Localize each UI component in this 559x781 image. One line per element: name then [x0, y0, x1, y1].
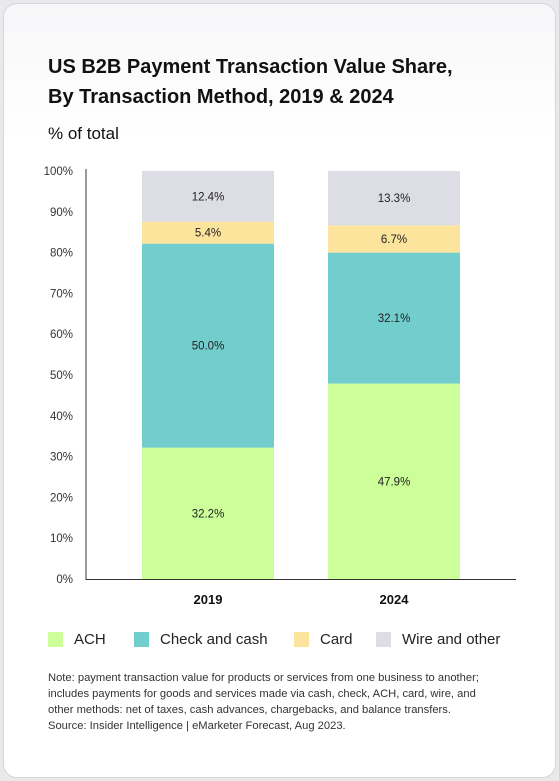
chart-card: US B2B Payment Transaction Value Share, …: [3, 3, 556, 778]
y-tick-label: 40%: [50, 411, 73, 423]
y-tick-label: 0%: [56, 574, 73, 586]
legend-swatch: [134, 631, 149, 647]
bar-segment: [328, 252, 460, 384]
legend-item: Wire and other: [376, 628, 500, 650]
data-label: 47.9%: [378, 476, 411, 488]
bar-segment: [328, 171, 460, 226]
bar-segment: [328, 225, 460, 253]
data-label: 50.0%: [192, 341, 225, 353]
chart-title-line-2: By Transaction Method, 2019 & 2024: [48, 86, 394, 108]
y-tick-label: 10%: [50, 533, 73, 545]
chart-note: Note: payment transaction value for prod…: [48, 670, 518, 734]
legend-swatch: [376, 631, 391, 647]
y-tick-label: 90%: [50, 207, 73, 219]
legend-item: ACH: [48, 628, 106, 650]
chart-title: US B2B Payment Transaction Value Share, …: [48, 52, 518, 112]
data-label: 12.4%: [192, 191, 225, 203]
x-tick-label: 2019: [194, 592, 223, 607]
data-label: 32.1%: [378, 313, 411, 325]
data-label: 6.7%: [381, 234, 407, 246]
x-tick-label: 2024: [380, 592, 410, 607]
legend-label: Check and cash: [160, 630, 268, 648]
y-tick-label: 70%: [50, 288, 73, 300]
bar-segment: [142, 221, 274, 244]
data-label: 13.3%: [378, 193, 411, 205]
note-line: other methods: net of taxes, cash advanc…: [48, 704, 451, 716]
y-tick-label: 60%: [50, 329, 73, 341]
legend-label: Wire and other: [402, 630, 501, 648]
chart-title-line-1: US B2B Payment Transaction Value Share,: [48, 56, 453, 78]
bar-segment: [328, 383, 460, 579]
bar-segment: [142, 171, 274, 222]
legend-swatch: [48, 631, 63, 647]
stacked-bar-chart: 0% 10% 20% 30% 40% 50% 60% 70% 80% 90% 100% 32.2% 50…: [44, 166, 516, 607]
y-tick-label: 100%: [44, 166, 73, 178]
chart-legend: ACH Check and cash Card Wire and other: [48, 628, 528, 650]
legend-label: Card: [320, 630, 353, 648]
bar-segment: [142, 447, 274, 579]
y-tick-label: 20%: [50, 492, 73, 504]
chart-subtitle: % of total: [48, 124, 119, 143]
data-label: 5.4%: [195, 228, 221, 240]
y-tick-label: 80%: [50, 248, 73, 260]
legend-item: Card: [294, 628, 353, 650]
legend-swatch: [294, 631, 309, 647]
legend-label: ACH: [74, 630, 106, 648]
legend-item: Check and cash: [134, 628, 268, 650]
bar-segment: [142, 243, 274, 448]
note-line: Note: payment transaction value for prod…: [48, 672, 479, 684]
data-label: 32.2%: [192, 508, 225, 520]
note-line: includes payments for goods and services…: [48, 688, 476, 700]
y-tick-label: 30%: [50, 452, 73, 464]
source-line: Source: Insider Intelligence | eMarketer…: [48, 720, 346, 732]
y-tick-label: 50%: [50, 370, 73, 382]
